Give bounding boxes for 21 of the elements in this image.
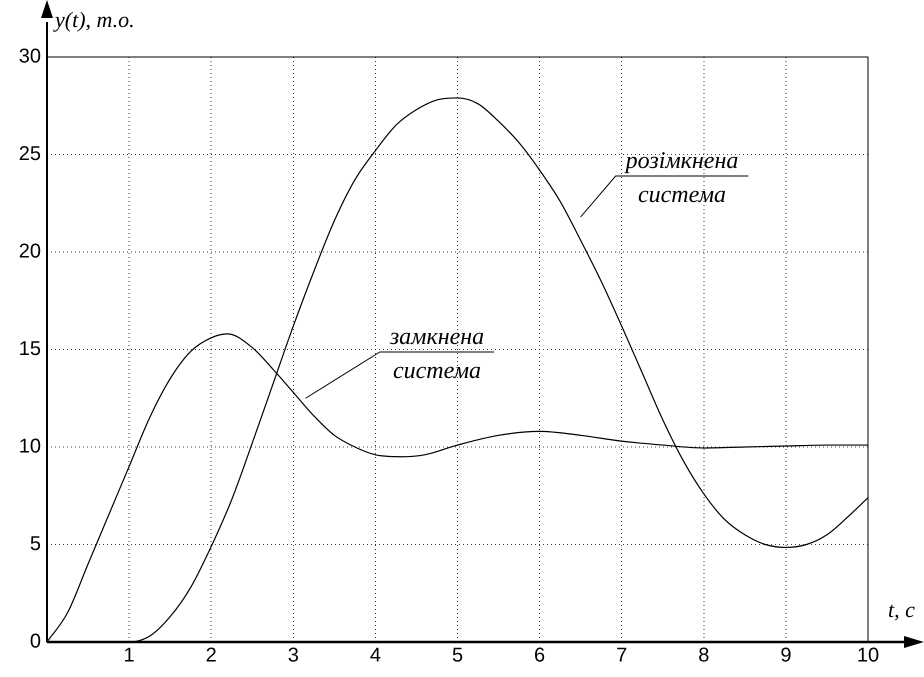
x-tick-label: 10 — [856, 644, 880, 667]
y-tick-label: 25 — [18, 143, 41, 166]
x-tick-label: 6 — [534, 644, 546, 667]
y-tick-label: 10 — [18, 436, 41, 458]
y-tick-label: 5 — [30, 533, 41, 556]
text: розімкнена система — [624, 148, 738, 208]
x-tick-label: 1 — [124, 644, 135, 667]
text: замкнена система — [388, 324, 484, 384]
x-tick-label: 5 — [452, 644, 464, 667]
x-tick-label: 3 — [288, 644, 299, 667]
x-tick-label: 2 — [206, 644, 217, 667]
x-tick-label: 4 — [370, 644, 381, 667]
y-tick-label: 30 — [18, 46, 41, 68]
y-tick-label: 20 — [18, 240, 41, 263]
x-axis-title: t, c — [888, 597, 916, 622]
y-tick-label: 0 — [30, 630, 41, 653]
x-tick-label: 8 — [698, 644, 710, 667]
x-tick-label: 7 — [616, 644, 628, 667]
y-tick-label: 15 — [18, 338, 41, 360]
y-axis-title: y(t), т.о. — [53, 7, 135, 32]
x-tick-label: 9 — [780, 644, 792, 667]
